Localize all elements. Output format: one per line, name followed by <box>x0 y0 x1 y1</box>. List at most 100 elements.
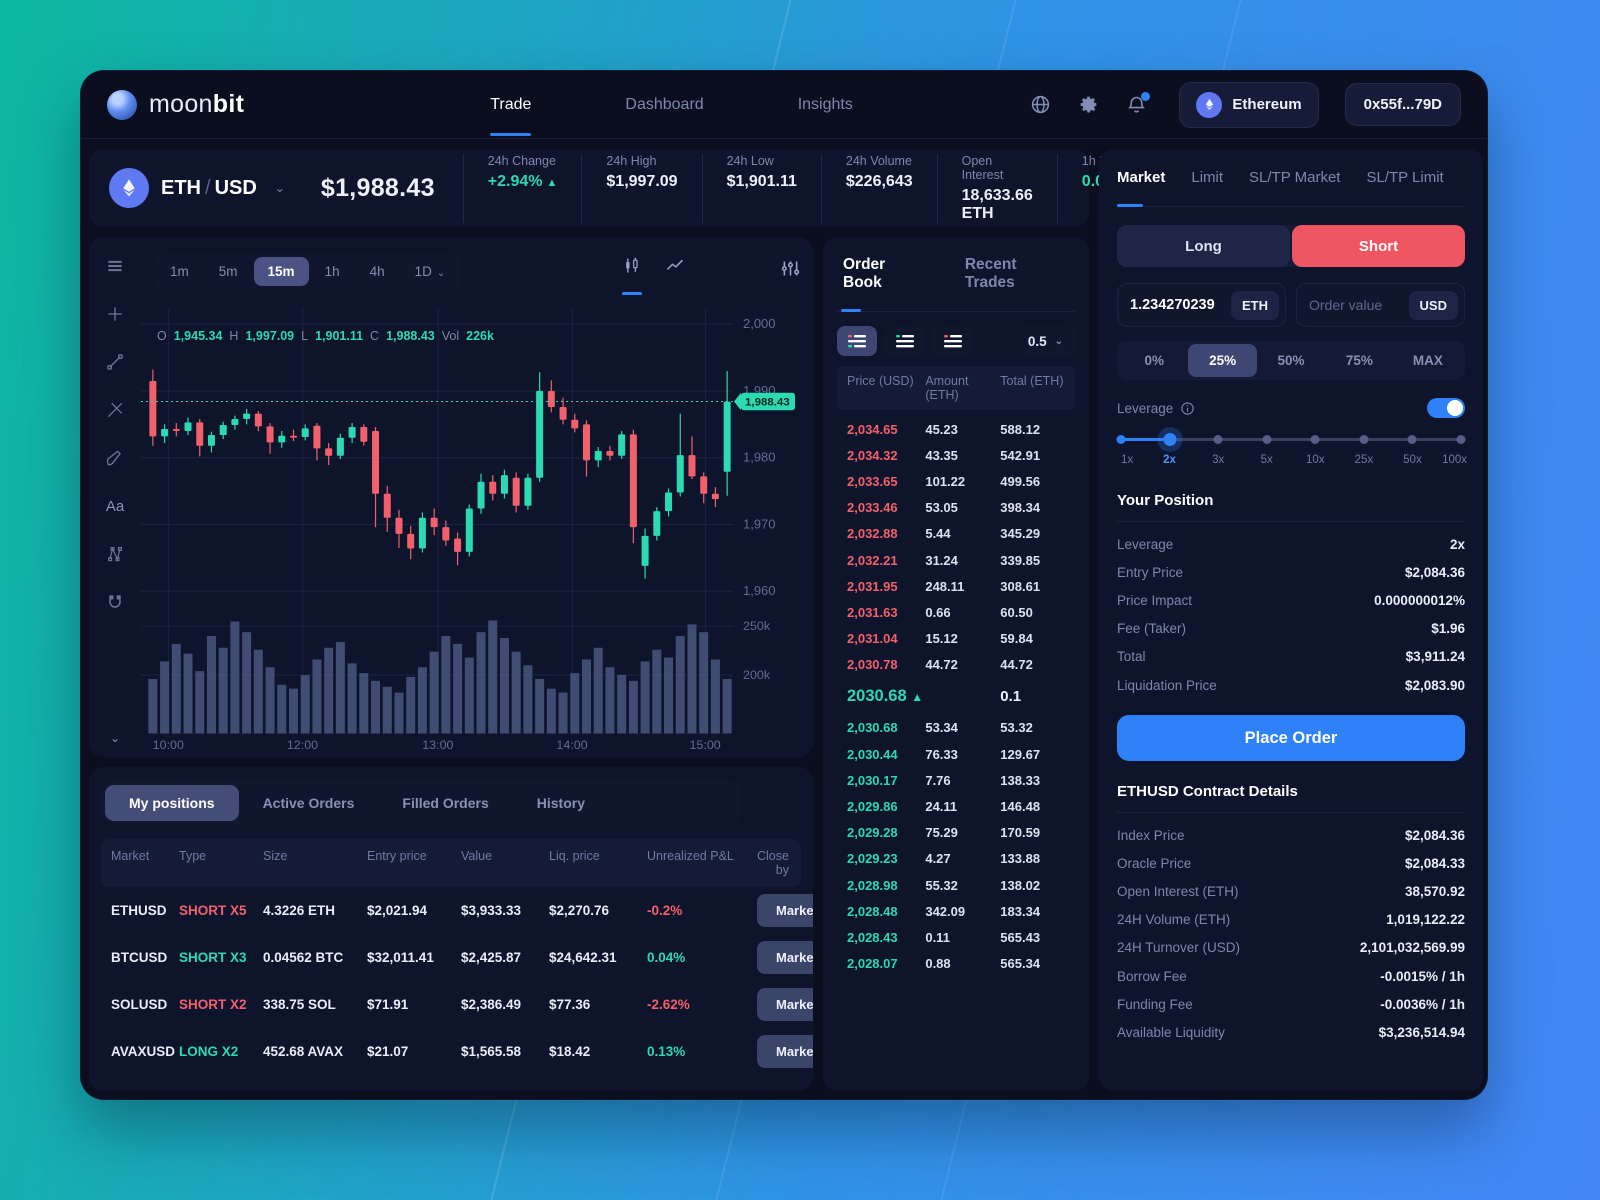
order-tab-sl-tp-market[interactable]: SL/TP Market <box>1249 169 1341 186</box>
positions-tab-active-orders[interactable]: Active Orders <box>262 795 355 811</box>
book-ask-row[interactable]: 2,031.63 0.66 60.50 <box>837 599 1075 625</box>
percent-25pct[interactable]: 25% <box>1188 344 1257 377</box>
wallet-address-button[interactable]: 0x55f...79D <box>1344 83 1461 126</box>
percent-0pct[interactable]: 0% <box>1144 353 1164 368</box>
book-ask-row[interactable]: 2,032.21 31.24 339.85 <box>837 547 1075 573</box>
timeframe-5m[interactable]: 5m <box>218 263 238 279</box>
positions-table-body: ETHUSD SHORT X5 4.3226 ETH $2,021.94 $3,933.… <box>101 887 813 1075</box>
pair-selector[interactable]: ETH / USD ⌄ <box>109 168 285 208</box>
book-bid-row[interactable]: 2,030.68 53.34 53.32 <box>837 715 1075 741</box>
leverage-stop-100x[interactable] <box>1456 435 1466 444</box>
close-market-button[interactable]: Market <box>757 941 813 974</box>
network-selector-button[interactable]: Ethereum <box>1179 81 1319 128</box>
indicator-settings-icon[interactable] <box>780 258 801 284</box>
short-button[interactable]: Short <box>1292 225 1465 267</box>
book-ask-row[interactable]: 2,032.88 5.44 345.29 <box>837 521 1075 547</box>
timeframe-1h[interactable]: 1h <box>324 263 340 279</box>
grouping-select[interactable]: 0.5 ⌄ <box>1015 326 1075 356</box>
stat-label: 24h Low <box>726 153 774 168</box>
book-view-both-button[interactable] <box>837 326 877 356</box>
book-bid-row[interactable]: 2,028.48 342.09 183.34 <box>837 898 1075 924</box>
timeframe-4h[interactable]: 4h <box>369 263 385 279</box>
order-tab-limit[interactable]: Limit <box>1191 169 1224 186</box>
book-total: 146.48 <box>1000 799 1041 815</box>
positions-tab-my-positions[interactable]: My positions <box>105 785 239 821</box>
ohlc-legend: O 1,945.34 H 1,997.09 L 1,901.11 C 1,988.43 Vol 2… <box>157 329 494 343</box>
book-ask-row[interactable]: 2,033.46 53.05 398.34 <box>837 495 1075 521</box>
book-bid-row[interactable]: 2,028.98 55.32 138.02 <box>837 872 1075 898</box>
leverage-stop-25x[interactable] <box>1359 435 1369 444</box>
menu-icon[interactable] <box>104 255 126 277</box>
text-tool-icon[interactable]: Aa <box>105 497 125 515</box>
globe-icon[interactable] <box>1029 94 1051 116</box>
order-value-input[interactable]: Order value USD <box>1296 283 1465 327</box>
candlestick-chart[interactable]: 10:00 12:00 13:00 14:00 15:00 2,000 1,990 1,980… <box>141 295 813 753</box>
book-bid-row[interactable]: 2,029.23 4.27 133.88 <box>837 846 1075 872</box>
leverage-stop-label: 5x <box>1260 454 1273 466</box>
gear-icon[interactable] <box>1077 94 1099 116</box>
magnet-icon[interactable] <box>104 591 126 613</box>
leverage-stop-5x[interactable] <box>1262 435 1272 444</box>
timeframe-1D[interactable]: 1D ⌄ <box>414 263 446 279</box>
order-tab-sl-tp-limit[interactable]: SL/TP Limit <box>1366 169 1444 186</box>
candlestick-chart-icon[interactable] <box>622 256 643 295</box>
nav-tab-trade[interactable]: Trade <box>486 74 535 136</box>
book-ask-row[interactable]: 2,031.04 15.12 59.84 <box>837 626 1075 652</box>
book-ask-row[interactable]: 2,034.65 45.23 588.12 <box>837 416 1075 442</box>
leverage-stop-50x[interactable] <box>1407 435 1417 444</box>
book-ask-row[interactable]: 2,033.65 101.22 499.56 <box>837 468 1075 494</box>
book-tab-order-book[interactable]: Order Book <box>841 237 929 312</box>
positions-tab-history[interactable]: History <box>536 795 585 811</box>
close-market-button[interactable]: Market <box>757 894 813 927</box>
place-order-button[interactable]: Place Order <box>1117 715 1465 762</box>
leverage-stop-2x[interactable] <box>1163 433 1177 446</box>
shape-tool-icon[interactable] <box>104 543 126 565</box>
nav-tab-dashboard[interactable]: Dashboard <box>625 95 704 113</box>
book-ask-row[interactable]: 2,030.78 44.72 44.72 <box>837 652 1075 678</box>
leverage-stop-10x[interactable] <box>1310 435 1320 444</box>
timeframe-1m[interactable]: 1m <box>170 263 189 279</box>
crosshair-icon[interactable] <box>104 303 126 325</box>
logo-moon-icon <box>107 89 137 120</box>
contract-row-value: -0.0036% / 1h <box>1380 996 1465 1012</box>
percent-75pct[interactable]: 75% <box>1345 353 1373 368</box>
toolbar-expand-icon[interactable]: ⌄ <box>109 731 121 745</box>
book-bid-row[interactable]: 2,030.17 7.76 138.33 <box>837 767 1075 793</box>
leverage-stop-1x[interactable] <box>1116 435 1126 444</box>
book-ask-row[interactable]: 2,034.32 43.35 542.91 <box>837 442 1075 468</box>
leverage-stop-3x[interactable] <box>1213 435 1223 444</box>
timeframe-15m[interactable]: 15m <box>253 256 309 286</box>
book-bid-row[interactable]: 2,028.07 0.88 565.34 <box>837 951 1075 977</box>
bell-icon[interactable] <box>1125 91 1151 116</box>
book-bid-row[interactable]: 2,029.28 75.29 170.59 <box>837 820 1075 846</box>
long-button[interactable]: Long <box>1117 225 1290 267</box>
positions-tab-filled-orders[interactable]: Filled Orders <box>402 795 489 811</box>
grouping-value: 0.5 <box>1027 333 1047 349</box>
book-total: 170.59 <box>1000 825 1041 841</box>
nav-tab-insights[interactable]: Insights <box>797 95 853 113</box>
book-view-bids-button[interactable] <box>885 326 925 356</box>
close-market-button[interactable]: Market <box>757 1035 813 1068</box>
amount-input[interactable]: 1.234270239 ETH <box>1117 283 1286 327</box>
line-chart-icon[interactable] <box>664 256 686 287</box>
book-bid-row[interactable]: 2,030.44 76.33 129.67 <box>837 741 1075 767</box>
book-view-asks-button[interactable] <box>933 326 973 356</box>
leverage-slider[interactable] <box>1116 432 1466 446</box>
percent-max[interactable]: MAX <box>1412 353 1443 368</box>
close-market-button[interactable]: Market <box>757 988 813 1021</box>
brush-icon[interactable] <box>104 447 126 469</box>
book-bid-row[interactable]: 2,029.86 24.11 146.48 <box>837 793 1075 819</box>
book-ask-row[interactable]: 2,031.95 248.11 308.61 <box>837 573 1075 599</box>
order-tab-market[interactable]: Market <box>1117 149 1165 207</box>
stat-value: $226,643 <box>845 172 913 190</box>
book-tab-recent-trades[interactable]: Recent Trades <box>964 256 1017 291</box>
leverage-toggle[interactable] <box>1427 398 1465 418</box>
book-bid-row[interactable]: 2,028.43 0.11 565.43 <box>837 924 1075 950</box>
percent-50pct[interactable]: 50% <box>1277 353 1305 368</box>
book-amount: 45.23 <box>925 421 958 437</box>
trendline-icon[interactable] <box>104 351 126 373</box>
pitchfork-icon[interactable] <box>104 399 126 421</box>
book-amount: 53.05 <box>925 500 958 516</box>
book-price: 2,029.28 <box>847 825 898 841</box>
